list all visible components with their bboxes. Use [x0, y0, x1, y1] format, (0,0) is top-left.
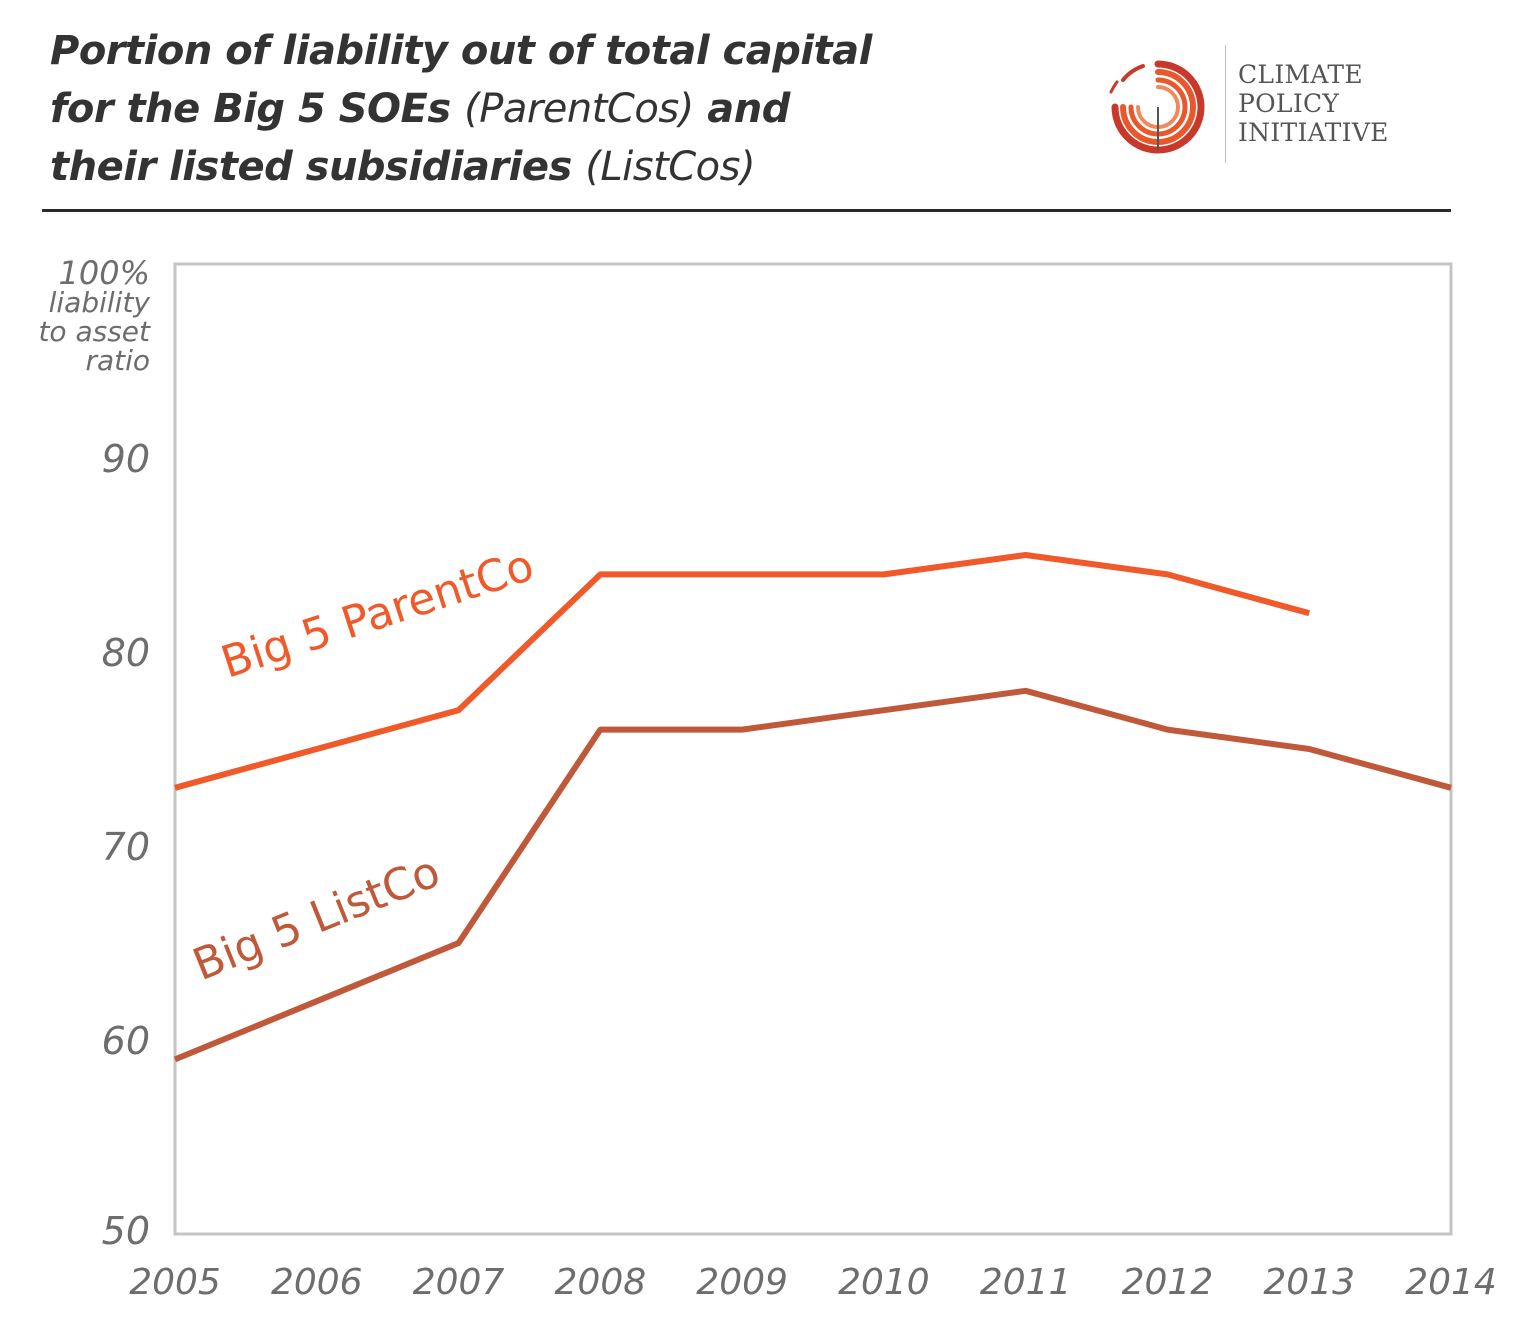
x-tick-label: 2009 — [696, 1262, 788, 1303]
x-tick-label: 2011 — [980, 1262, 1072, 1303]
climate-policy-initiative-logo-icon — [1109, 60, 1205, 154]
y-tick-label: 100% — [59, 254, 150, 292]
y-tick-label: 50 — [102, 1209, 150, 1253]
x-tick-label: 2006 — [271, 1262, 363, 1303]
title-line1: Portion of liability out of total capita… — [50, 28, 872, 74]
series-label-listco: Big 5 ListCo — [186, 846, 447, 991]
x-tick-label: 2014 — [1405, 1262, 1497, 1303]
y-tick-label: 90 — [102, 437, 150, 481]
series-line-listco — [173, 687, 1452, 1063]
x-tick-label: 2012 — [1122, 1262, 1214, 1303]
title-line2-end: and — [707, 86, 790, 132]
series-line-parentco — [174, 552, 1311, 791]
logo-line-climate: CLIMATE — [1238, 60, 1363, 89]
y-axis-label: liability to asset ratio — [38, 286, 151, 377]
title-line2-bold: for the Big 5 SOEs — [50, 86, 451, 132]
chart-title: Portion of liability out of total capita… — [50, 22, 1050, 196]
y-tick-label: 60 — [102, 1019, 150, 1063]
x-tick-label: 2005 — [129, 1262, 221, 1303]
plot-frame — [173, 262, 1453, 1236]
title-line3-paren: (ListCos) — [585, 144, 756, 190]
x-tick-label: 2007 — [413, 1262, 505, 1303]
x-tick-label: 2013 — [1263, 1262, 1355, 1303]
series-label-parentco: Big 5 ParentCo — [215, 540, 540, 689]
title-line3-bold: their listed subsidiaries — [50, 144, 572, 190]
logo-divider — [1225, 45, 1226, 163]
y-tick-label: 70 — [102, 825, 150, 869]
logo-text: CLIMATE POLICY INITIATIVE — [1238, 60, 1389, 147]
logo-line-initiative: INITIATIVE — [1238, 118, 1389, 147]
x-tick-label: 2008 — [555, 1262, 647, 1303]
title-line2-paren: (ParentCos) — [464, 86, 694, 132]
x-tick-label: 2010 — [838, 1262, 930, 1303]
title-divider — [42, 209, 1451, 212]
y-tick-label: 80 — [102, 631, 150, 675]
logo-line-policy: POLICY — [1238, 89, 1340, 118]
